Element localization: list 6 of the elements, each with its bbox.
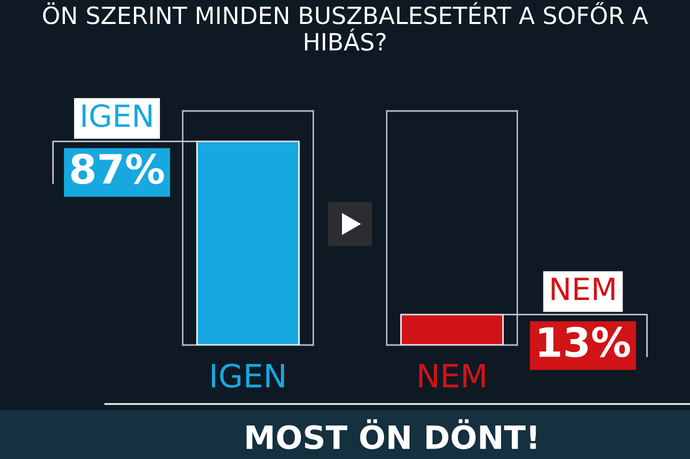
chart-title: ÖN SZERINT MINDEN BUSZBALESETÉRT A SOFŐR A HIBÁS? <box>43 2 648 51</box>
data-label: 87% <box>71 154 164 184</box>
annotation: NEM <box>552 278 614 300</box>
text: MOST ÖN DÖNT! <box>246 419 536 450</box>
annotation: IGEN <box>82 104 152 128</box>
data-label: 13% <box>539 326 630 358</box>
